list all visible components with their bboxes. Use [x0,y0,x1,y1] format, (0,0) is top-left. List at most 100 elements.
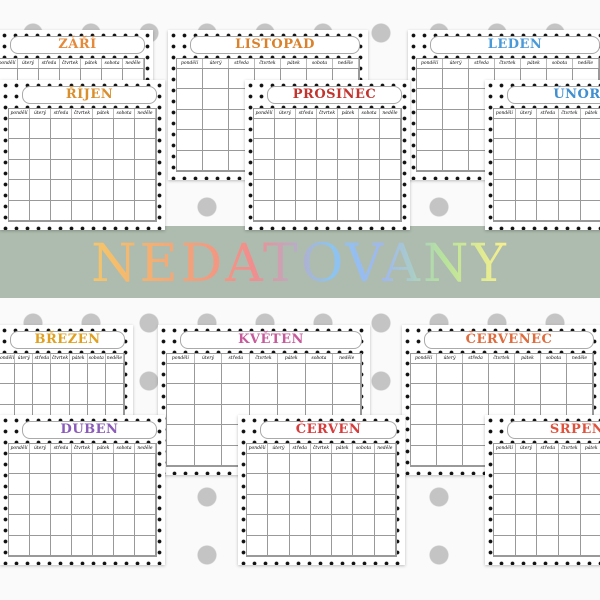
day-cell [437,425,463,446]
day-cell [9,180,30,201]
weekday-label: neděle [375,444,396,453]
calendar-page: DUBEN pondělí úterý středa čtvrtek pátek sobot… [0,415,165,565]
day-cell [353,474,375,495]
day-cell [135,180,156,201]
day-cell [338,139,359,160]
weekday-label: pondělí [494,109,516,118]
day-cell [332,494,354,516]
day-cell [30,454,51,475]
weekday-label: úterý [268,444,290,453]
day-cell [9,494,30,516]
day-cell [310,474,333,495]
day-cell [114,515,135,536]
day-cell [580,160,600,181]
day-cell [72,515,93,536]
day-cell [72,454,93,475]
day-cell [114,159,135,181]
day-cell [167,364,195,385]
day-cell [194,384,223,405]
day-cell [203,69,229,90]
day-cell [515,159,538,181]
weekday-label: pondělí [0,59,18,68]
day-grid [494,454,600,556]
day-cell [194,445,223,466]
day-cell [167,384,195,405]
day-cell [135,515,156,536]
day-cell [114,200,135,221]
day-cell [0,364,16,385]
day-cell [374,494,396,516]
day-cell [72,139,93,160]
day-cell [51,454,72,475]
day-cell [374,454,396,475]
day-cell [254,159,275,181]
weekday-label: úterý [437,354,463,363]
day-cell [537,159,560,181]
weekday-label: středa [537,444,560,453]
weekday-label: středa [33,354,52,363]
day-cell [515,494,538,516]
day-cell [332,535,354,556]
month-title: ČERVEN [260,421,397,439]
day-cell [222,384,251,405]
day-cell [353,515,375,536]
day-cell [72,119,93,140]
weekday-label: středa [51,109,72,118]
day-cell [559,474,581,495]
day-cell [72,494,93,516]
month-title: BŘEZEN [10,331,125,349]
weekday-label: čtvrtek [311,444,333,453]
weekday-label: čtvrtek [51,354,70,363]
day-cell [559,180,581,201]
weekday-label: čtvrtek [559,444,581,453]
weekday-label: středa [290,444,311,453]
day-cell [332,454,354,475]
day-cell [310,515,333,536]
day-cell [559,535,581,556]
day-cell [222,404,251,426]
day-cell [87,364,106,385]
day-cell [203,89,229,110]
day-cell [51,159,72,181]
day-cell [275,119,296,140]
day-cell [515,515,538,536]
day-cell [580,474,600,495]
weekday-label: čtvrtek [489,354,515,363]
day-cell [135,474,156,495]
day-cell [51,474,72,495]
day-cell [443,109,469,131]
weekday-label: čtvrtek [255,59,281,68]
day-cell [296,139,317,160]
day-cell [380,200,401,221]
weekday-label: středa [51,444,72,453]
day-cell [537,454,560,475]
day-cell [310,494,333,516]
day-cell [417,89,443,110]
day-cell [494,535,516,556]
month-title: KVĚTEN [180,331,362,349]
day-cell [30,139,51,160]
day-cell [9,515,30,536]
day-cell [30,515,51,536]
weekday-label: čtvrtek [60,59,81,68]
day-cell [411,445,437,466]
calendar-page: PROSINEC pondělí úterý středa čtvrtek pátek so… [245,80,410,230]
day-cell [411,404,437,426]
day-cell [537,515,560,536]
day-cell [30,159,51,181]
day-cell [489,364,515,385]
weekday-label: sobota [547,59,573,68]
day-cell [30,180,51,201]
day-cell [515,474,538,495]
day-cell [289,535,311,556]
day-cell [275,200,296,221]
weekday-label: pátek [581,444,600,453]
day-cell [437,384,463,405]
day-cell [203,130,229,151]
day-cell [30,119,51,140]
weekday-label: neděle [380,109,401,118]
